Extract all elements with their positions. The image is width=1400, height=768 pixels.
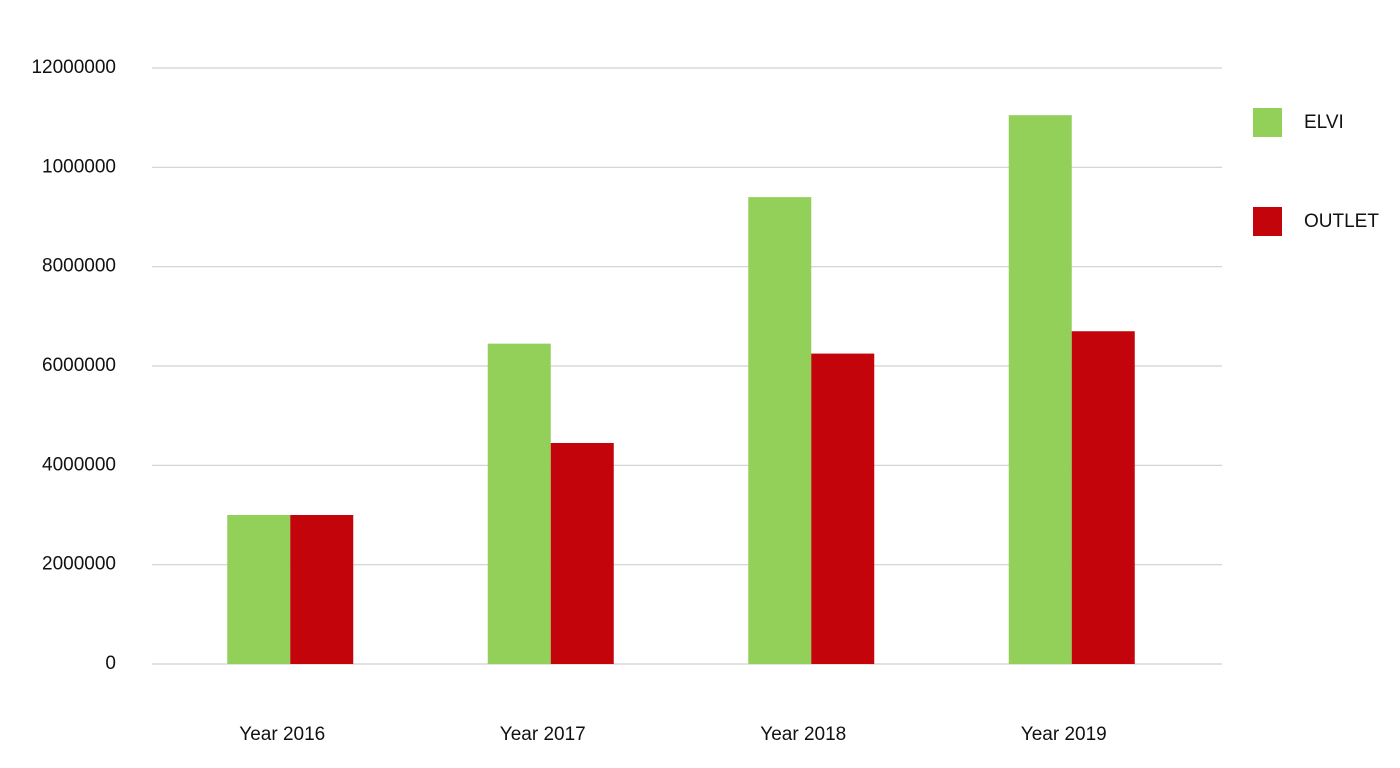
x-tick-label: Year 2018 — [760, 724, 846, 745]
bar — [550, 442, 614, 664]
bar — [227, 515, 291, 664]
x-tick-label: Year 2016 — [239, 724, 325, 745]
legend-label: OUTLET — [1304, 211, 1379, 232]
bar — [748, 197, 812, 664]
y-tick-label: 4000000 — [42, 454, 116, 475]
bar — [1008, 115, 1072, 664]
legend-swatch — [1253, 108, 1282, 137]
y-tick-label: 2000000 — [42, 554, 116, 575]
y-tick-label: 0 — [105, 653, 116, 674]
bar — [811, 353, 875, 664]
x-tick-label: Year 2017 — [500, 724, 586, 745]
y-tick-label: 6000000 — [42, 355, 116, 376]
bar — [290, 515, 354, 664]
y-tick-label: 1000000 — [42, 156, 116, 177]
bar — [1071, 331, 1135, 664]
legend-swatch — [1253, 207, 1282, 236]
legend-label: ELVI — [1304, 112, 1344, 133]
y-tick-label: 12000000 — [31, 57, 116, 78]
bar — [487, 343, 551, 664]
y-tick-label: 8000000 — [42, 256, 116, 277]
x-tick-label: Year 2019 — [1021, 724, 1107, 745]
